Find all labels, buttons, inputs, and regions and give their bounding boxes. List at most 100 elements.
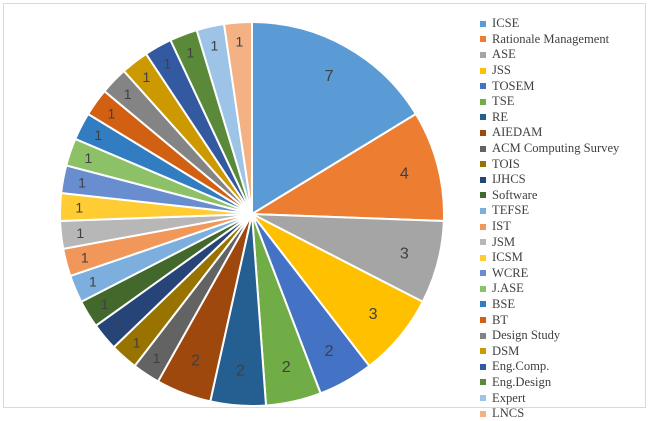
- legend-swatch: [480, 285, 486, 292]
- data-label-23: 1: [164, 55, 172, 71]
- legend-label: JSS: [492, 63, 511, 78]
- legend-swatch: [480, 363, 486, 370]
- data-label-12: 1: [101, 296, 109, 312]
- legend-swatch: [480, 254, 486, 261]
- legend-item: Software: [480, 188, 650, 204]
- legend-swatch: [480, 317, 486, 324]
- legend-swatch: [480, 239, 486, 246]
- legend-swatch: [480, 161, 486, 168]
- data-label-18: 1: [85, 150, 93, 166]
- legend-label: Eng.Design: [492, 374, 552, 389]
- legend-item: BT: [480, 312, 650, 328]
- legend-swatch: [480, 20, 486, 27]
- legend-swatch: [480, 192, 486, 199]
- legend-label: LNCS: [492, 406, 525, 421]
- data-label-16: 1: [75, 200, 83, 216]
- legend-swatch: [480, 36, 486, 43]
- legend-item: JSM: [480, 234, 650, 250]
- legend-swatch: [480, 114, 486, 121]
- legend-label: IJHCS: [492, 172, 526, 187]
- data-label-14: 1: [81, 250, 89, 266]
- legend-item: TEFSE: [480, 203, 650, 219]
- legend-item: J.ASE: [480, 281, 650, 297]
- legend-label: ICSE: [492, 16, 520, 31]
- data-label-10: 1: [133, 335, 141, 351]
- pie-slice-1: [251, 20, 418, 216]
- data-label-13: 1: [89, 274, 97, 290]
- data-label-20: 1: [108, 105, 116, 121]
- legend-item: DSM: [480, 343, 650, 359]
- legend-item: ACM Computing Survey: [480, 141, 650, 157]
- legend-label: ICSM: [492, 250, 523, 265]
- data-label-1: 7: [325, 68, 334, 85]
- legend-label: Software: [492, 187, 538, 202]
- legend: ICSE Rationale Management ASE JSS TOSEM TSE RE…: [480, 16, 650, 421]
- data-label-7: 2: [236, 363, 245, 380]
- legend-label: RE: [492, 109, 509, 124]
- legend-item: RE: [480, 110, 650, 126]
- legend-item: BSE: [480, 297, 650, 313]
- data-label-25: 1: [211, 37, 219, 53]
- pie-slice-26: [222, 20, 253, 215]
- data-label-26: 1: [235, 34, 243, 50]
- legend-item: Expert: [480, 390, 650, 406]
- data-label-6: 2: [282, 359, 291, 376]
- legend-label: JSM: [492, 234, 516, 249]
- data-label-17: 1: [78, 175, 86, 191]
- data-label-2: 4: [400, 166, 409, 183]
- data-label-22: 1: [142, 69, 150, 85]
- legend-label: BSE: [492, 296, 516, 311]
- legend-item: TOIS: [480, 156, 650, 172]
- pie-slice-2: [248, 112, 445, 223]
- legend-label: Expert: [492, 390, 526, 405]
- legend-label: ACM Computing Survey: [492, 141, 620, 156]
- legend-item: AIEDAM: [480, 125, 650, 141]
- legend-swatch: [480, 176, 486, 183]
- legend-label: Eng.Comp.: [492, 359, 550, 374]
- legend-item: ICSE: [480, 16, 650, 32]
- legend-swatch: [480, 395, 486, 402]
- legend-label: TSE: [492, 94, 515, 109]
- legend-swatch: [480, 129, 486, 136]
- legend-item: ICSM: [480, 250, 650, 266]
- legend-label: Rationale Management: [492, 31, 610, 46]
- legend-item: TOSEM: [480, 78, 650, 94]
- legend-label: TEFSE: [492, 203, 530, 218]
- legend-swatch: [480, 301, 486, 308]
- legend-item: JSS: [480, 63, 650, 79]
- legend-item: IST: [480, 219, 650, 235]
- legend-swatch: [480, 207, 486, 214]
- legend-swatch: [480, 145, 486, 152]
- legend-item: ASE: [480, 47, 650, 63]
- legend-swatch: [480, 83, 486, 90]
- data-label-19: 1: [94, 127, 102, 143]
- legend-label: IST: [492, 219, 511, 234]
- data-label-8: 2: [191, 353, 200, 370]
- legend-swatch: [480, 348, 486, 355]
- legend-item: Eng.Design: [480, 375, 650, 391]
- legend-item: Rationale Management: [480, 32, 650, 48]
- data-label-24: 1: [186, 45, 194, 61]
- legend-label: AIEDAM: [492, 125, 543, 140]
- legend-item: Eng.Comp.: [480, 359, 650, 375]
- legend-label: TOSEM: [492, 78, 535, 93]
- legend-label: BT: [492, 312, 509, 327]
- legend-label: J.ASE: [492, 281, 524, 296]
- data-label-5: 2: [325, 343, 334, 360]
- legend-swatch: [480, 51, 486, 58]
- legend-item: Design Study: [480, 328, 650, 344]
- data-label-4: 3: [369, 306, 378, 323]
- data-label-9: 1: [153, 350, 161, 366]
- legend-item: WCRE: [480, 266, 650, 282]
- legend-swatch: [480, 223, 486, 230]
- data-label-3: 3: [400, 245, 409, 262]
- legend-label: TOIS: [492, 156, 520, 171]
- legend-item: LNCS: [480, 406, 650, 421]
- legend-item: TSE: [480, 94, 650, 110]
- data-label-15: 1: [76, 225, 84, 241]
- legend-swatch: [480, 98, 486, 105]
- legend-label: WCRE: [492, 265, 529, 280]
- legend-swatch: [480, 332, 486, 339]
- legend-label: ASE: [492, 47, 516, 62]
